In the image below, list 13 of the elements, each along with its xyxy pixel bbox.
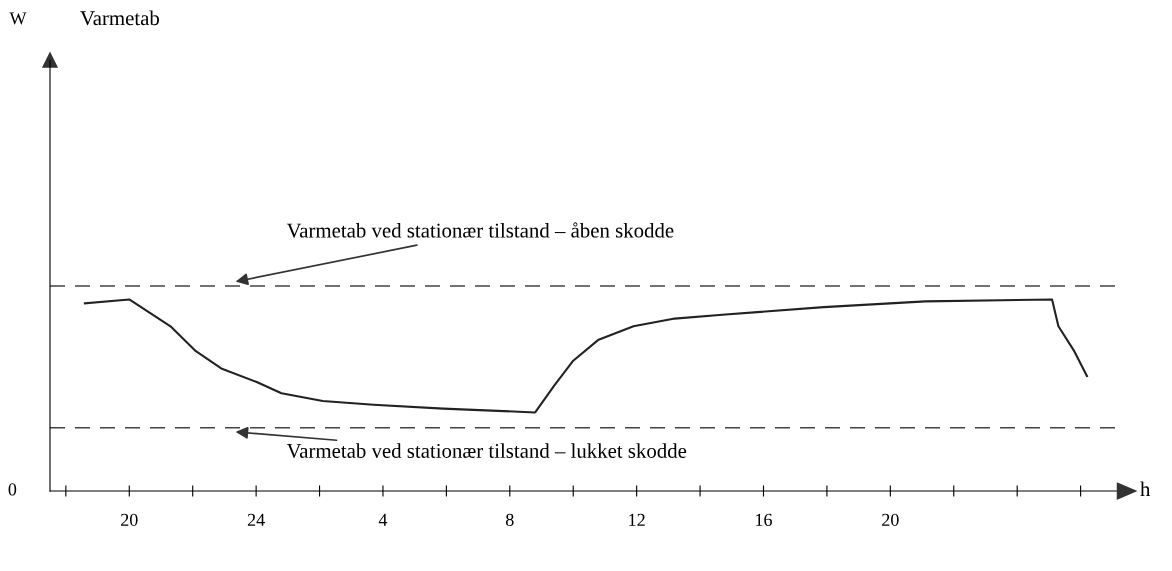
ref-line-label: Varmetab ved stationær tilstand – åben skodde (286, 222, 674, 238)
text: W (9, 12, 27, 25)
x-tick-label: 8 (505, 513, 514, 526)
x-axis-title: h (1140, 481, 1151, 497)
x-tick-label: 4 (378, 513, 388, 526)
text: 0 (8, 483, 17, 496)
x-tick-label: 16 (756, 513, 772, 526)
x-tick-label: 12 (629, 513, 645, 526)
x-tick-label: 20 (121, 513, 138, 526)
chart-title: Varmetab (80, 10, 160, 26)
x-tick-label: 20 (882, 513, 899, 526)
x-tick-label: 24 (247, 513, 265, 526)
ref-line-label: Varmetab ved stationær tilstand – lukket skodde (286, 443, 687, 459)
